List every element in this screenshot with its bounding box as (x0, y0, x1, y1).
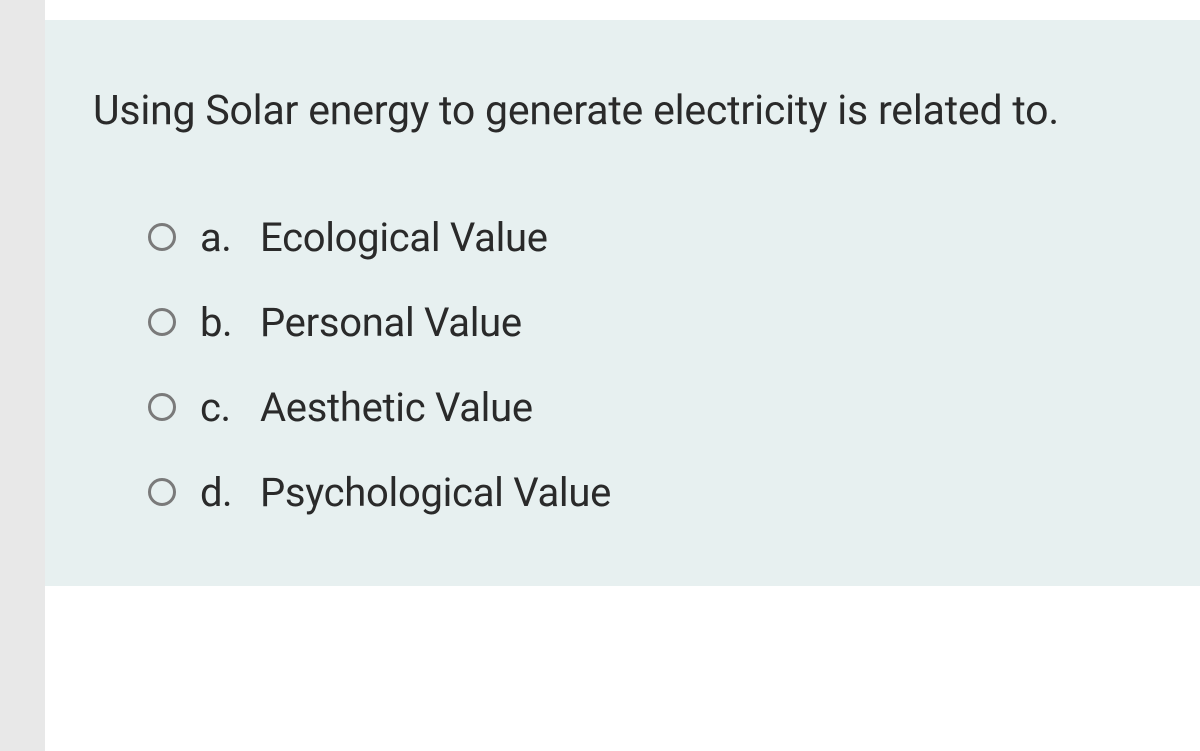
option-c[interactable]: c. Aesthetic Value (148, 384, 1200, 431)
left-gutter (0, 0, 45, 751)
page-root: Using Solar energy to generate electrici… (0, 0, 1200, 751)
option-label: Ecological Value (260, 214, 548, 261)
options-list: a. Ecological Value b. Personal Value c.… (93, 214, 1200, 516)
option-d[interactable]: d. Psychological Value (148, 469, 1200, 516)
question-text: Using Solar energy to generate electrici… (93, 80, 1200, 144)
option-letter: c. (200, 384, 260, 431)
option-letter: d. (200, 469, 260, 516)
content-area: Using Solar energy to generate electrici… (45, 0, 1200, 751)
radio-icon[interactable] (148, 393, 176, 421)
radio-icon[interactable] (148, 308, 176, 336)
option-letter: a. (200, 214, 260, 261)
option-letter: b. (200, 299, 260, 346)
option-label: Personal Value (260, 299, 522, 346)
option-label: Aesthetic Value (260, 384, 533, 431)
option-a[interactable]: a. Ecological Value (148, 214, 1200, 261)
option-b[interactable]: b. Personal Value (148, 299, 1200, 346)
question-card: Using Solar energy to generate electrici… (45, 20, 1200, 586)
radio-icon[interactable] (148, 478, 176, 506)
option-label: Psychological Value (260, 469, 611, 516)
radio-icon[interactable] (148, 223, 176, 251)
